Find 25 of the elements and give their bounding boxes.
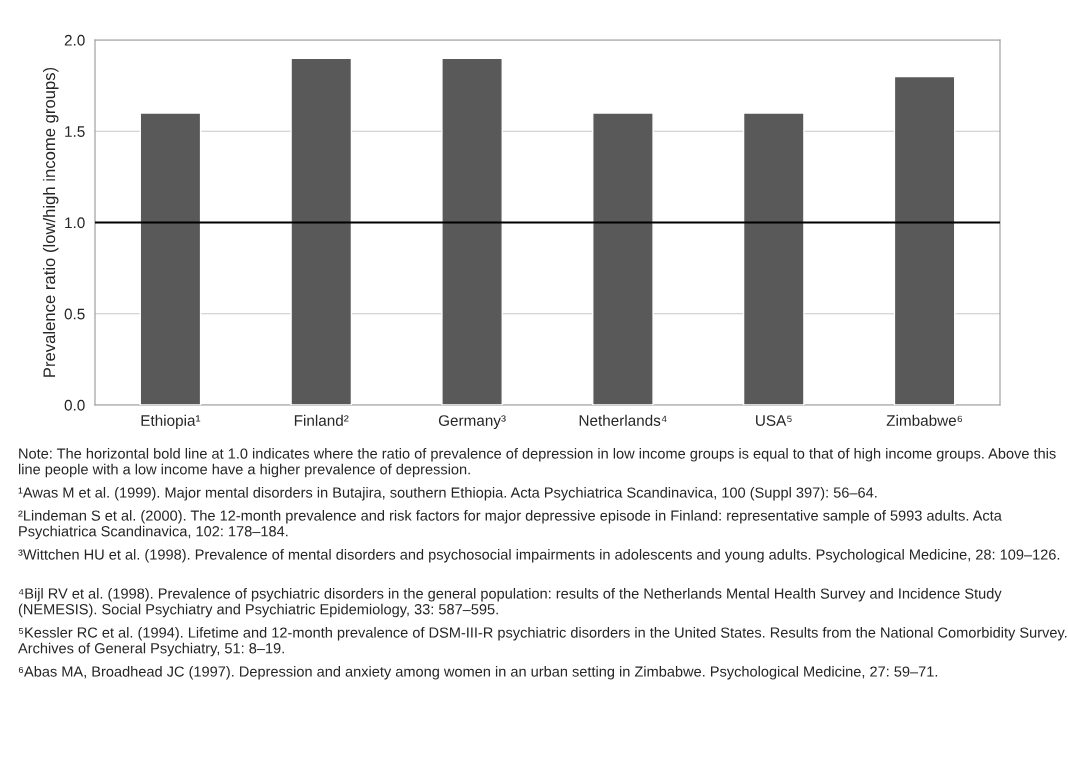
bar — [742, 112, 805, 405]
x-tick-label: Finland² — [294, 414, 349, 426]
y-tick-label: 2.0 — [64, 34, 85, 46]
x-tick-label: Germany³ — [438, 415, 506, 429]
x-tick-label: Zimbabwe⁶ — [886, 414, 963, 426]
text: ³Wittchen HU et al. (1998). Prevalence of mental disorders and psychosocial impairments in adolescents and young adults. Psychological Medicine, 28: 109–126. — [18, 549, 1060, 563]
bar — [441, 57, 503, 405]
y-tick-label: 1.5 — [65, 126, 85, 137]
bar — [893, 75, 956, 405]
text: ²Lindeman S et al. (2000). The 12-month prevalence and risk factors for major depressive episode in Finland: representative sample of 5993 adults. Acta Psychiatrica Scandinavica, 102: 178–184. — [18, 510, 1002, 540]
bar — [290, 57, 353, 405]
x-tick-label: Netherlands⁴ — [579, 414, 667, 426]
text: ⁵Kessler RC et al. (1994). Lifetime and 12-month prevalence of DSM-III-R psychiatric disorders in the United States. Results from the National Comorbidity Survey. Archives of General Psychiatry, 51: 8–19. — [18, 627, 1067, 657]
bar — [592, 112, 654, 405]
text: ⁶Abas MA, Broadhead JC (1997). Depression and anxiety among women in an urban setting in Zimbabwe. Psychological Medicine, 27: 59–71. — [18, 666, 938, 680]
y-tick-label: 1.0 — [65, 217, 85, 229]
x-tick-label: Ethiopia¹ — [141, 414, 201, 429]
y-axis-title: Prevalence ratio (low/high income groups) — [42, 67, 59, 377]
text: Note: The horizontal bold line at 1.0 indicates where the ratio of prevalence of depression in low income groups is equal to that of high income groups. Above this line people with a low income have a higher prevalence of depression. — [18, 448, 1056, 478]
y-tick-label: 0.0 — [64, 399, 85, 411]
x-tick-label: USA⁵ — [756, 415, 792, 426]
y-tick-label: 0.5 — [64, 308, 85, 320]
text: ⁴Bijl RV et al. (1998). Prevalence of psychiatric disorders in the general population: results of the Netherlands Mental Health Survey and Incidence Study (NEMESIS). Social Psychiatry and Psychiatric Epidemiology, 33: 587–595. — [18, 588, 1002, 618]
bar — [139, 112, 202, 405]
text: ¹Awas M et al. (1999). Major mental disorders in Butajira, southern Ethiopia. Acta Psychiatrica Scandinavica, 100 (Suppl 397): 56–64. — [18, 487, 877, 501]
